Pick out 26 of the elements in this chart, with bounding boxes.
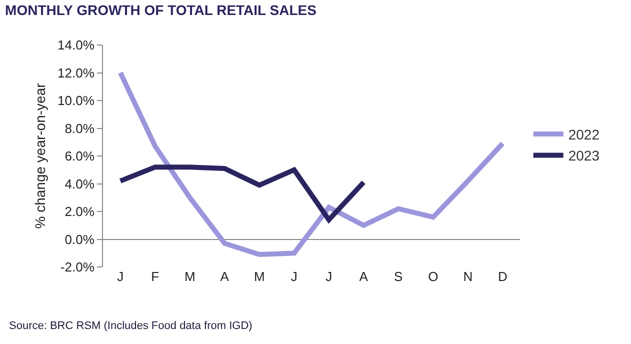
y-tick-label: 14.0% [58, 38, 95, 53]
y-tick-label: 4.0% [64, 176, 95, 192]
legend-label: 2022 [568, 126, 600, 142]
chart-title: MONTHLY GROWTH OF TOTAL RETAIL SALES [5, 2, 316, 18]
x-tick-label: J [117, 269, 124, 284]
y-tick-label: 2.0% [64, 204, 95, 220]
legend-label: 2023 [568, 148, 600, 164]
x-tick-label: A [359, 269, 368, 284]
x-tick-label: F [151, 269, 160, 284]
x-tick-label: A [220, 269, 230, 284]
y-axis-title: % change year-on-year [32, 82, 48, 229]
x-tick-label: O [428, 269, 438, 284]
x-tick-label: N [463, 269, 473, 284]
x-tick-label: S [394, 269, 404, 284]
y-tick-label: -2.0% [60, 260, 95, 275]
x-tick-label: J [326, 269, 332, 284]
x-tick-label: M [184, 269, 196, 284]
y-tick-label: 8.0% [64, 120, 95, 136]
y-tick-label: 0.0% [64, 232, 95, 247]
x-tick-label: J [290, 269, 298, 284]
x-tick-label: M [254, 269, 265, 284]
y-tick-label: 12.0% [58, 65, 95, 80]
y-tick-label: 6.0% [64, 148, 95, 164]
y-tick-label: 10.0% [58, 93, 95, 108]
source-note: Source: BRC RSM (Includes Food data from IGD) [9, 320, 252, 332]
x-tick-label: D [498, 269, 508, 284]
